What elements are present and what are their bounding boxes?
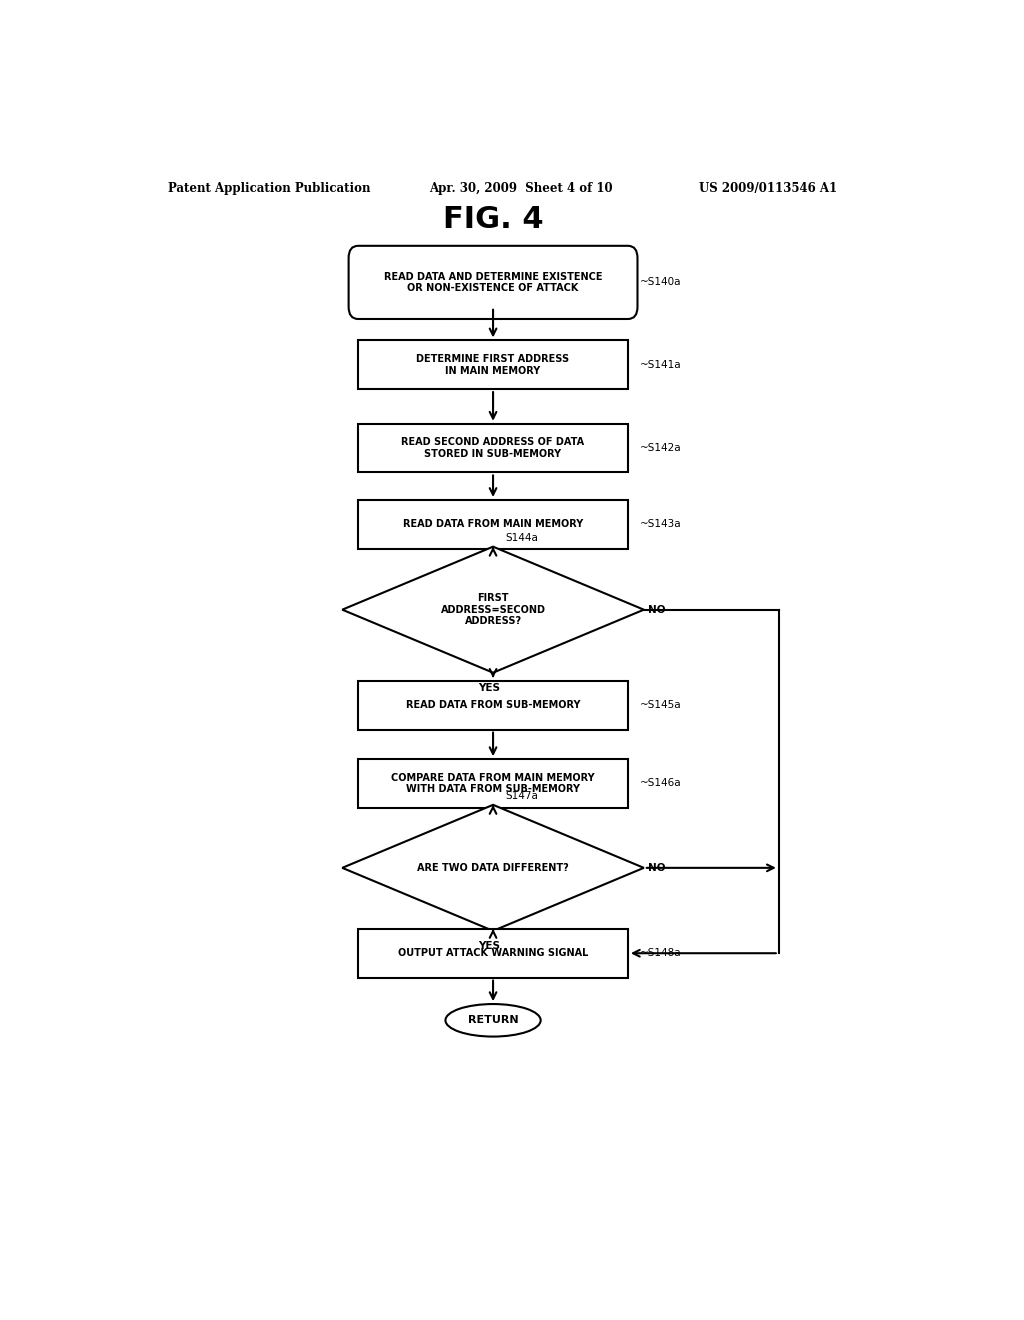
Text: DETERMINE FIRST ADDRESS
IN MAIN MEMORY: DETERMINE FIRST ADDRESS IN MAIN MEMORY	[417, 354, 569, 375]
Text: READ DATA FROM SUB-MEMORY: READ DATA FROM SUB-MEMORY	[406, 700, 581, 710]
Text: ~S146a: ~S146a	[640, 779, 682, 788]
Text: READ DATA FROM MAIN MEMORY: READ DATA FROM MAIN MEMORY	[402, 519, 584, 529]
Text: ~S145a: ~S145a	[640, 700, 682, 710]
Text: Patent Application Publication: Patent Application Publication	[168, 182, 371, 195]
Text: Apr. 30, 2009  Sheet 4 of 10: Apr. 30, 2009 Sheet 4 of 10	[430, 182, 613, 195]
Polygon shape	[342, 546, 644, 673]
Text: READ DATA AND DETERMINE EXISTENCE
OR NON-EXISTENCE OF ATTACK: READ DATA AND DETERMINE EXISTENCE OR NON…	[384, 272, 602, 293]
Text: US 2009/0113546 A1: US 2009/0113546 A1	[699, 182, 838, 195]
Text: RETURN: RETURN	[468, 1015, 518, 1026]
Text: ~S140a: ~S140a	[640, 277, 681, 288]
Text: YES: YES	[478, 941, 500, 950]
Text: FIG. 4: FIG. 4	[442, 205, 544, 234]
Text: YES: YES	[478, 682, 500, 693]
Text: FIRST
ADDRESS=SECOND
ADDRESS?: FIRST ADDRESS=SECOND ADDRESS?	[440, 593, 546, 626]
Text: ~S142a: ~S142a	[640, 444, 682, 453]
Text: OUTPUT ATTACK WARNING SIGNAL: OUTPUT ATTACK WARNING SIGNAL	[398, 948, 588, 958]
Text: ~S141a: ~S141a	[640, 360, 682, 370]
Text: ARE TWO DATA DIFFERENT?: ARE TWO DATA DIFFERENT?	[417, 863, 569, 873]
Text: ~S143a: ~S143a	[640, 519, 682, 529]
FancyBboxPatch shape	[348, 246, 638, 319]
Polygon shape	[342, 805, 644, 931]
Text: S147a: S147a	[505, 791, 538, 801]
Text: COMPARE DATA FROM MAIN MEMORY
WITH DATA FROM SUB-MEMORY: COMPARE DATA FROM MAIN MEMORY WITH DATA …	[391, 772, 595, 795]
Bar	[358, 341, 628, 389]
Bar	[358, 759, 628, 808]
Bar	[358, 424, 628, 473]
Bar	[358, 500, 628, 549]
Bar	[358, 681, 628, 730]
Ellipse shape	[445, 1005, 541, 1036]
Text: NO: NO	[648, 605, 666, 615]
Bar	[358, 929, 628, 978]
Text: READ SECOND ADDRESS OF DATA
STORED IN SUB-MEMORY: READ SECOND ADDRESS OF DATA STORED IN SU…	[401, 437, 585, 459]
Text: NO: NO	[648, 863, 666, 873]
Text: S144a: S144a	[505, 532, 538, 543]
Text: ~S148a: ~S148a	[640, 948, 682, 958]
